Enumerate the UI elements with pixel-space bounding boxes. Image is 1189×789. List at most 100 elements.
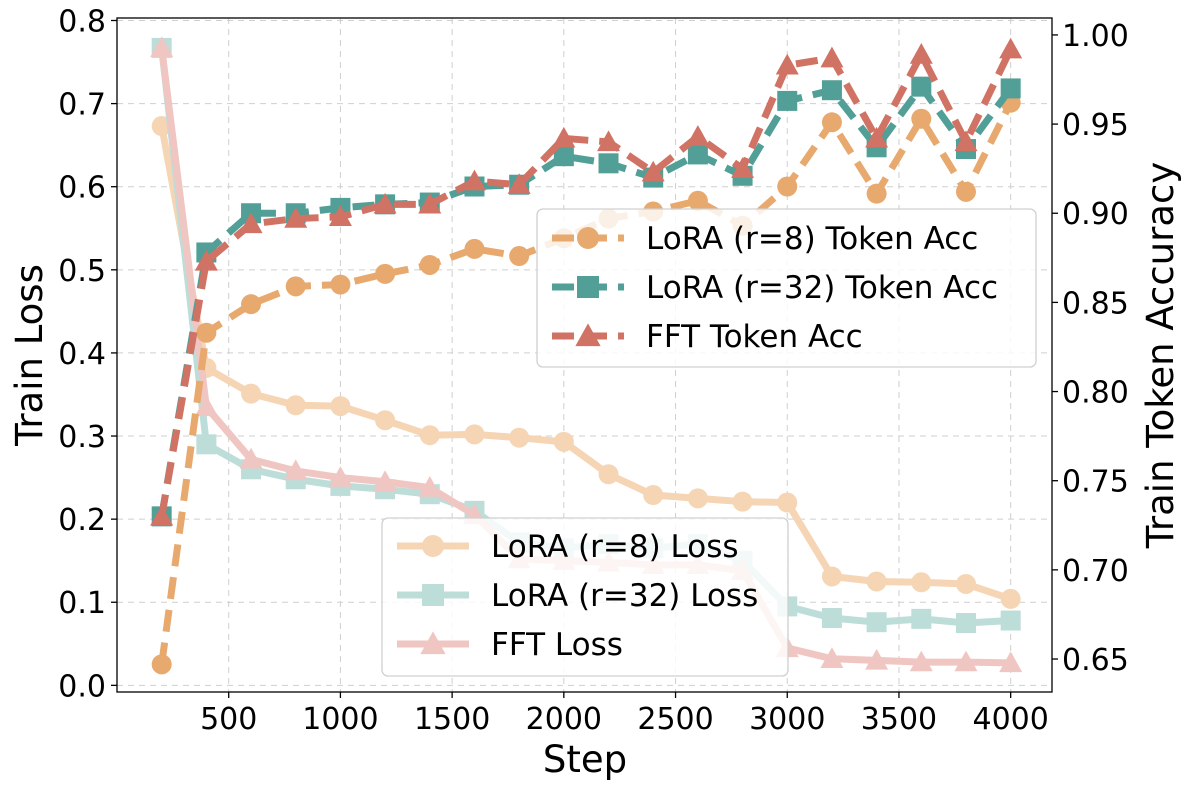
data-point [999, 651, 1023, 673]
legend-marker [422, 535, 444, 557]
data-point [775, 53, 799, 75]
data-point [373, 470, 397, 491]
y-left-tick-label: 0.7 [58, 88, 106, 123]
legend-item: LoRA (r=32) Token Acc [552, 270, 998, 306]
data-point [375, 263, 396, 284]
data-point [285, 395, 306, 416]
data-point [954, 130, 978, 152]
data-point [150, 504, 174, 526]
data-point [777, 176, 798, 197]
data-point [821, 80, 842, 101]
data-point [820, 647, 844, 668]
data-point [909, 650, 933, 672]
y-right-tick-label: 0.75 [1062, 465, 1129, 500]
y-right-tick-label: 0.80 [1062, 376, 1129, 411]
x-tick-label: 3500 [861, 702, 937, 737]
legend-label: LoRA (r=32) Token Acc [646, 270, 998, 306]
data-point [239, 447, 263, 469]
y-left-tick-label: 0.4 [58, 337, 106, 372]
data-point [419, 425, 440, 446]
y-right-tick-label: 0.70 [1062, 554, 1129, 589]
legend-marker [422, 584, 444, 606]
y-right-tick-label: 0.85 [1062, 286, 1129, 321]
data-point [909, 43, 933, 64]
data-point [598, 153, 619, 174]
data-point [731, 157, 755, 178]
data-point [643, 485, 664, 506]
data-point [866, 612, 887, 633]
data-point [820, 46, 844, 68]
x-ticks: 500 1000 1500 2000 2500 3000 3500 4000 [200, 692, 1049, 737]
legend-item: FFT Token Acc [552, 319, 863, 355]
y-left-tick-label: 0.3 [58, 420, 106, 455]
legend-label: LoRA (r=8) Token Acc [646, 221, 978, 257]
data-point [196, 322, 217, 343]
legend-loss-frame [381, 517, 789, 677]
loss-series-layer [150, 36, 1023, 673]
x-axis-title: Step [543, 738, 627, 781]
data-point [597, 130, 621, 152]
data-point [330, 396, 351, 417]
data-point [1000, 610, 1021, 631]
data-point [777, 492, 798, 513]
data-point [1000, 78, 1021, 99]
data-point [955, 613, 976, 634]
data-point [821, 566, 842, 587]
data-point [509, 427, 530, 448]
data-point [330, 274, 351, 295]
y-left-tick-label: 0.2 [58, 503, 106, 538]
data-point [464, 238, 485, 259]
legend-label: LoRA (r=32) Loss [491, 578, 758, 614]
data-point [686, 125, 710, 146]
data-point [507, 173, 531, 194]
legend-loss: LoRA (r=8) Loss LoRA (r=32) Loss FFT Loss [381, 517, 789, 677]
data-point [821, 112, 842, 133]
data-point [241, 294, 262, 315]
legend-marker [420, 631, 446, 655]
y-right-tick-label: 0.95 [1062, 108, 1129, 143]
data-point [328, 466, 352, 487]
data-point [911, 76, 932, 97]
legend-item: LoRA (r=8) Token Acc [552, 221, 978, 257]
data-point [911, 572, 932, 593]
data-point [328, 205, 352, 227]
legend-marker [577, 276, 599, 298]
data-point [284, 459, 308, 481]
x-tick-label: 3000 [749, 702, 825, 737]
x-tick-label: 4000 [972, 702, 1048, 737]
data-point [911, 608, 932, 629]
legend-accuracy-frame [536, 208, 1037, 368]
data-point [464, 424, 485, 445]
data-point [373, 192, 397, 214]
data-point [687, 190, 708, 211]
data-point [955, 573, 976, 594]
data-point [196, 434, 217, 455]
legend-accuracy: LoRA (r=8) Token Acc LoRA (r=32) Token Ac… [536, 208, 1037, 368]
y-right-tick-label: 0.90 [1062, 197, 1129, 232]
y-right-axis-title: Train Token Accuracy [1139, 162, 1182, 550]
y-left-ticks: 0.0 0.1 0.2 0.3 0.4 0.5 0.6 0.7 0.8 [58, 4, 117, 704]
series-line [158, 47, 1014, 517]
data-point [241, 383, 262, 404]
data-point [777, 90, 798, 111]
plot-frame [116, 17, 1053, 693]
series-lora-r-8-loss [151, 116, 1021, 609]
data-point [239, 212, 263, 234]
y-right-tick-label: 0.65 [1062, 643, 1129, 678]
x-tick-label: 1000 [302, 702, 378, 737]
data-point [999, 37, 1023, 59]
y-left-tick-label: 0.0 [58, 669, 106, 704]
data-point [732, 491, 753, 512]
legend-item: LoRA (r=32) Loss [397, 578, 758, 614]
data-point [194, 395, 218, 417]
y-right-tick-label: 1.00 [1062, 19, 1129, 54]
y-left-axis-title: Train Loss [8, 264, 51, 447]
data-point [509, 246, 530, 267]
data-point [151, 654, 172, 675]
legend-label: FFT Loss [491, 627, 623, 663]
data-point [285, 276, 306, 297]
data-point [821, 608, 842, 629]
legend-item: LoRA (r=8) Loss [397, 529, 739, 565]
data-point [865, 126, 889, 148]
